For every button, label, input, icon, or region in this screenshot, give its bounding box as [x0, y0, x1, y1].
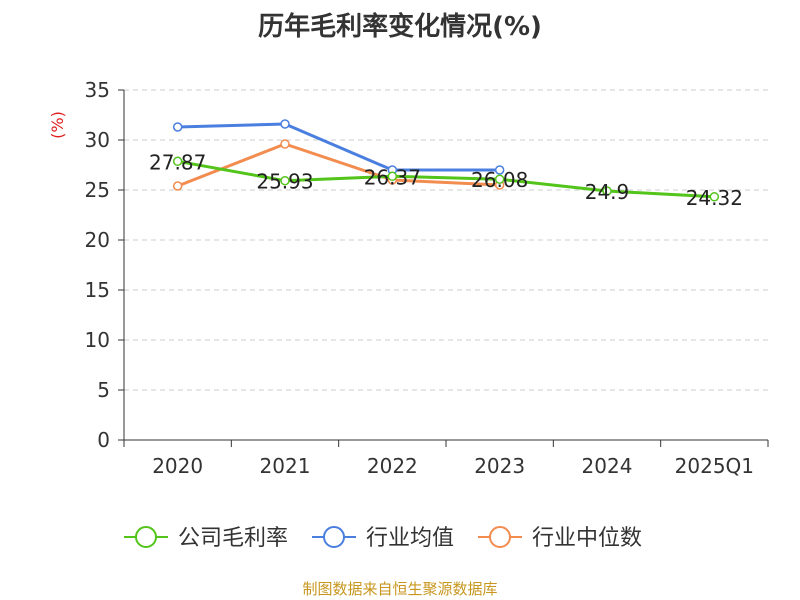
data-label: 24.9 [585, 180, 630, 204]
data-label: 27.87 [149, 150, 206, 174]
data-label: 25.93 [256, 170, 313, 194]
y-tick-label: 5 [97, 378, 110, 402]
series-line [177, 159, 715, 199]
y-axis-label: (%) [48, 111, 67, 139]
legend: 公司毛利率 行业均值 行业中位数 [124, 526, 642, 551]
data-point [280, 119, 290, 129]
series-line [177, 122, 500, 172]
series [172, 119, 720, 202]
data-label: 26.08 [471, 168, 528, 192]
legend-label: 行业均值 [366, 526, 454, 551]
data-labels: 27.87 25.93 26.37 26.08 24.9 24.32 [149, 150, 743, 210]
legend-marker [135, 526, 157, 548]
y-tick-label: 35 [85, 78, 110, 102]
legend-marker [489, 526, 511, 548]
data-point [172, 156, 183, 167]
y-tick-label: 30 [85, 128, 110, 152]
x-tick-label: 2024 [582, 454, 633, 478]
y-tick-label: 20 [85, 228, 110, 252]
chart-title: 历年毛利率变化情况(%) [258, 12, 542, 42]
data-point [709, 192, 720, 202]
x-tick-label: 2021 [260, 454, 311, 478]
y-tick-label: 25 [85, 178, 110, 202]
data-label: 26.37 [364, 165, 421, 189]
x-tick-label: 2020 [152, 454, 203, 478]
y-tick-label: 0 [97, 428, 110, 452]
data-point [494, 174, 505, 184]
data-point [172, 181, 183, 191]
x-tick-label: 2022 [367, 454, 418, 478]
x-tick-label: 2023 [474, 454, 525, 478]
y-tick-label: 15 [85, 278, 110, 302]
data-point [602, 186, 612, 196]
y-tick-label: 10 [85, 328, 110, 352]
series-line [177, 142, 500, 188]
data-point [172, 122, 183, 132]
legend-label: 公司毛利率 [178, 526, 288, 551]
legend-marker [323, 526, 345, 548]
grid-lines [124, 89, 768, 391]
data-point [387, 171, 398, 182]
data-point [494, 165, 505, 175]
axes: 0 5 10 15 20 25 30 35 2020 2021 2022 2023 2024 2025Q1 [85, 78, 769, 478]
source-note: 制图数据来自恒生聚源数据库 [302, 580, 498, 598]
data-label: 24.32 [686, 186, 743, 210]
data-point [280, 175, 290, 186]
legend-label: 行业中位数 [532, 526, 642, 551]
x-tick-label: 2025Q1 [675, 454, 754, 478]
data-point [280, 139, 290, 149]
